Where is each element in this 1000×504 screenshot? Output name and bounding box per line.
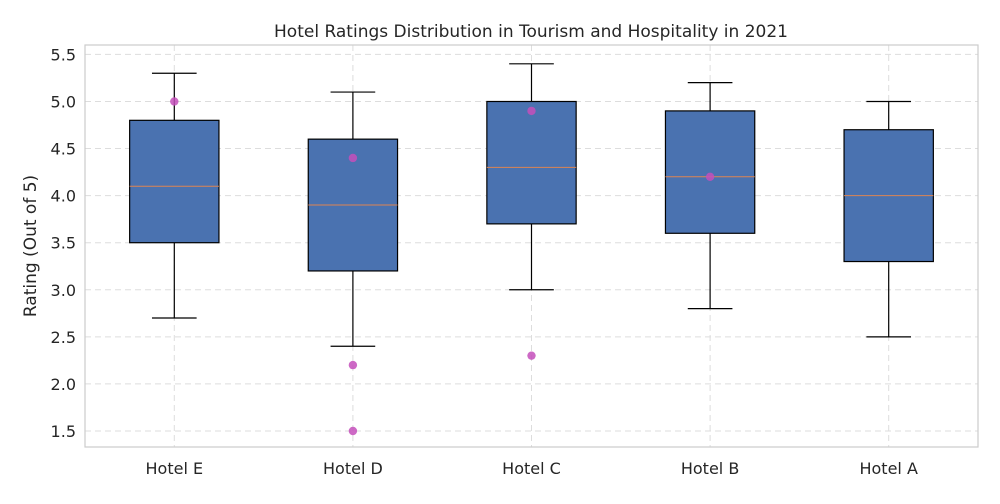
box-iqr [129, 119, 220, 244]
outlier-point [705, 172, 715, 182]
box-group-hotel-b [664, 82, 756, 310]
outlier-point [527, 351, 536, 360]
y-tick-label: 4.0 [51, 187, 76, 206]
chart-title: Hotel Ratings Distribution in Tourism an… [274, 22, 788, 42]
x-tick-label: Hotel B [681, 459, 739, 478]
x-tick-label: Hotel E [146, 459, 204, 478]
x-tick-label: Hotel C [502, 459, 561, 478]
y-tick-label: 4.5 [51, 140, 76, 159]
y-tick-label: 3.0 [51, 281, 76, 300]
box-group-hotel-d [307, 91, 399, 436]
x-tick-label: Hotel A [859, 459, 917, 478]
y-tick-label: 2.5 [51, 328, 76, 347]
box-group-hotel-e [129, 72, 220, 319]
outlier-point [348, 426, 358, 436]
outlier-point [348, 153, 358, 163]
plot-area-frame [84, 44, 979, 448]
box-iqr [486, 100, 577, 225]
y-tick-label: 2.0 [51, 375, 76, 394]
box-group-hotel-a [843, 100, 934, 338]
y-axis-label: Rating (Out of 5) [21, 175, 41, 317]
y-tick-label: 5.0 [51, 92, 76, 111]
outlier-point [348, 360, 358, 370]
box-iqr [664, 110, 756, 234]
y-tick-label: 5.5 [51, 45, 76, 64]
box-group-hotel-c [486, 63, 577, 360]
tick-labels: 1.5 2.0 2.5 3.0 3.5 4.0 4.5 5.0 5.5 Hotel E Hotel … [51, 45, 918, 478]
boxes-layer [129, 63, 934, 436]
x-tick-label: Hotel D [323, 459, 383, 478]
y-tick-label: 1.5 [51, 422, 76, 441]
y-tick-label: 3.5 [51, 234, 76, 253]
outlier-point [527, 106, 536, 116]
outlier-point [170, 97, 179, 106]
